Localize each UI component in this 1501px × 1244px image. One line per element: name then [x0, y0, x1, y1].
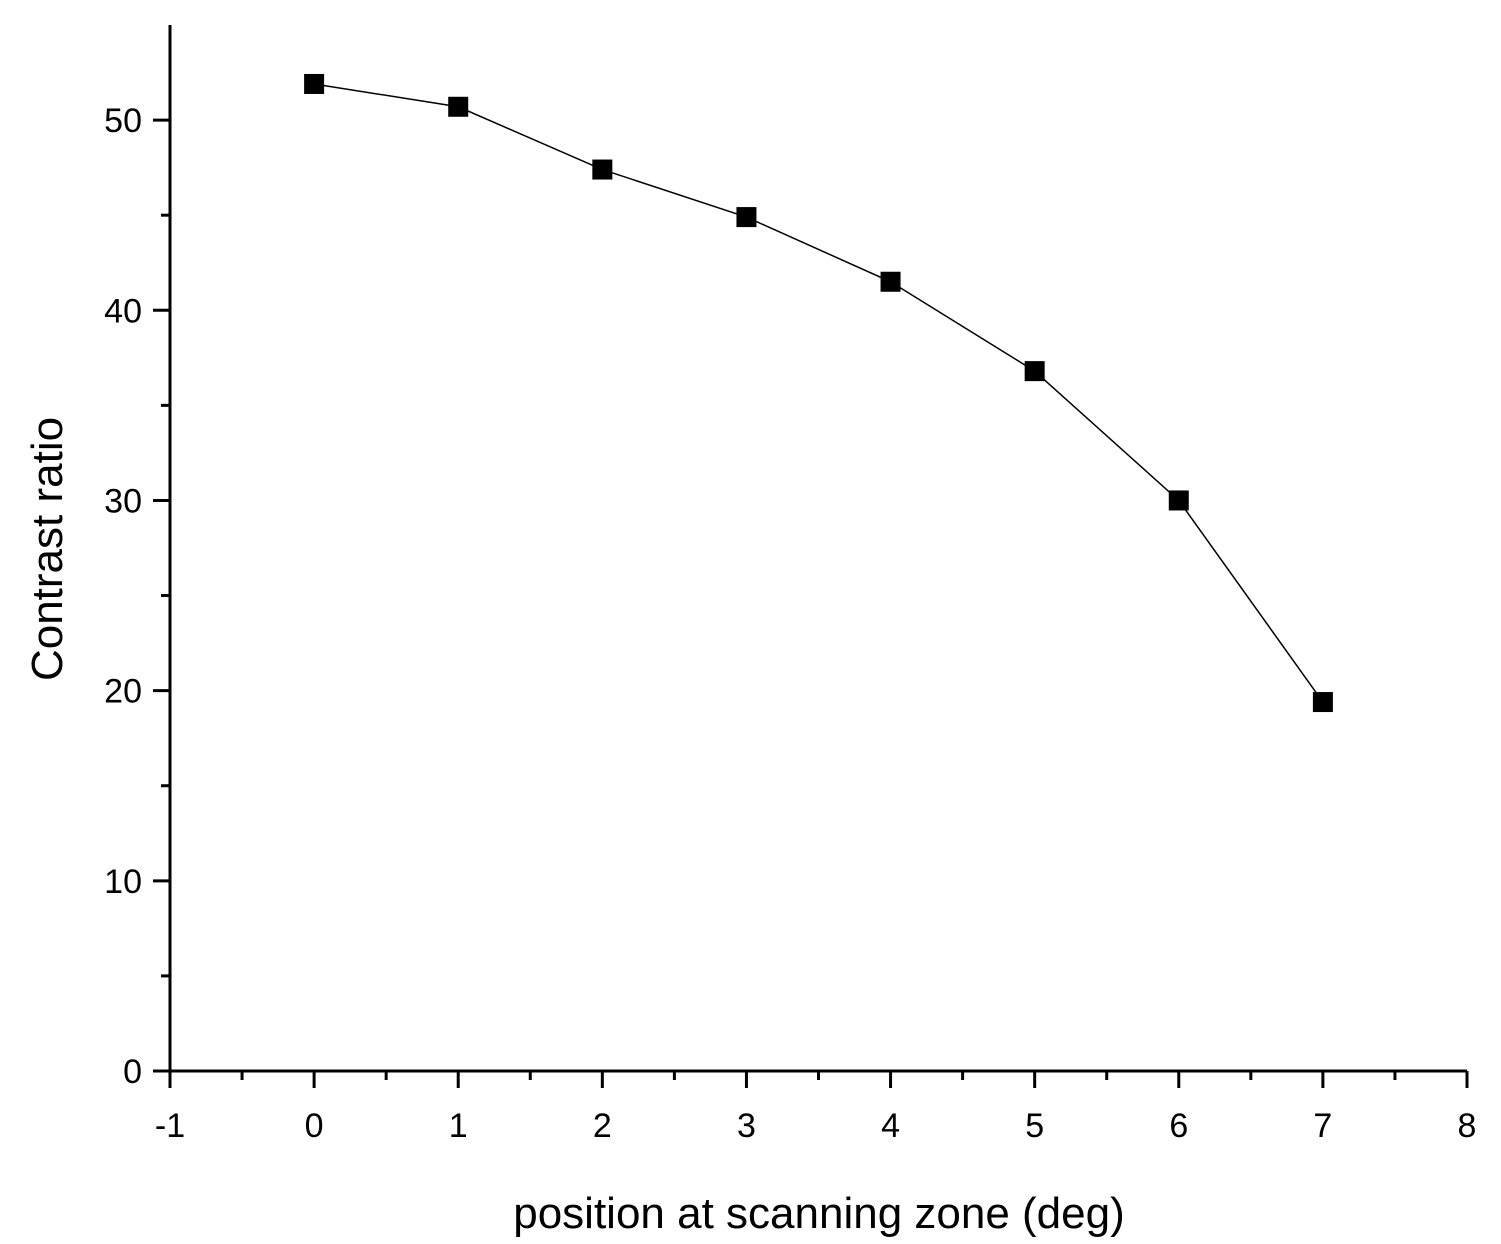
- series-layer: [304, 73, 1333, 713]
- x-tick-label: 2: [593, 1107, 612, 1145]
- x-tick-label: 6: [1169, 1107, 1188, 1145]
- data-point-marker: [448, 96, 469, 117]
- y-tick-label: 20: [104, 673, 142, 711]
- y-tick-label: 30: [104, 482, 142, 520]
- y-tick-label: 10: [104, 863, 142, 901]
- data-point-marker: [592, 159, 613, 180]
- x-tick-label: 1: [449, 1107, 468, 1145]
- data-point-marker: [880, 271, 901, 292]
- series-line: [313, 83, 1324, 703]
- x-tick-label: 0: [305, 1107, 324, 1145]
- data-point-marker: [304, 73, 325, 94]
- x-tick-label: 8: [1458, 1107, 1477, 1145]
- data-point-marker: [1168, 490, 1189, 511]
- y-axis-ticks: 0 10 20 30 40 50: [104, 102, 170, 1091]
- x-axis-ticks: -1 0 1 2 3 4 5 6 7 8: [155, 1071, 1477, 1145]
- x-tick-label: -1: [155, 1107, 185, 1145]
- y-tick-label: 40: [104, 292, 142, 330]
- data-point-marker: [1024, 361, 1045, 382]
- x-tick-label: 7: [1313, 1107, 1332, 1145]
- data-point-marker: [1312, 692, 1333, 713]
- axes: [168, 25, 1467, 1073]
- y-tick-label: 0: [123, 1053, 142, 1091]
- x-tick-label: 5: [1025, 1107, 1044, 1145]
- x-tick-label: 4: [881, 1107, 900, 1145]
- y-tick-label: 50: [104, 102, 142, 140]
- x-axis-label: position at scanning zone (deg): [513, 1189, 1125, 1238]
- data-point-marker: [736, 207, 757, 228]
- x-tick-label: 3: [737, 1107, 756, 1145]
- y-axis-label: Contrast ratio: [23, 417, 72, 681]
